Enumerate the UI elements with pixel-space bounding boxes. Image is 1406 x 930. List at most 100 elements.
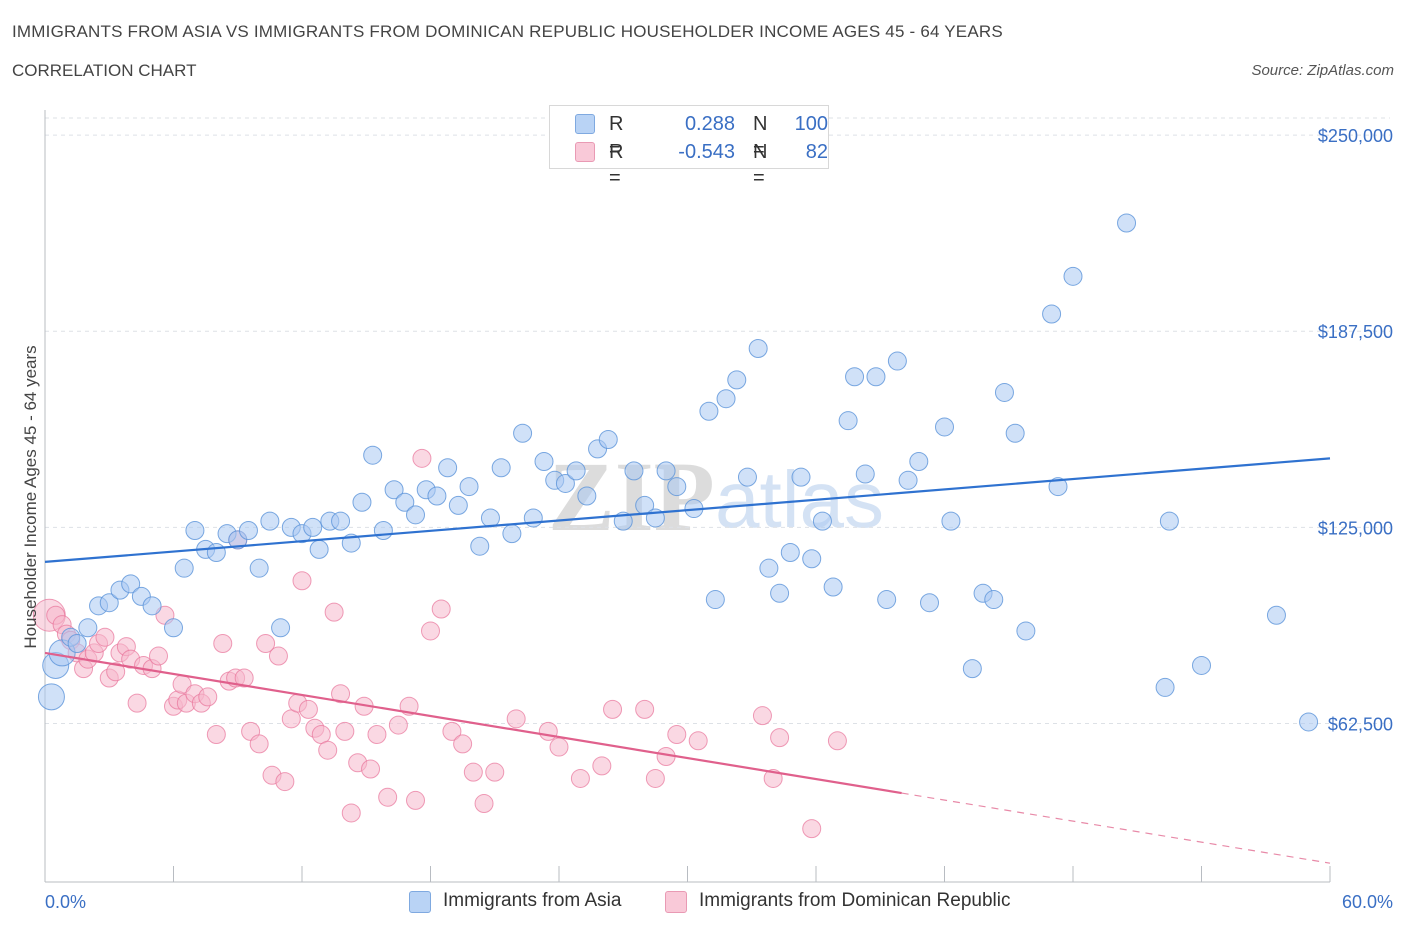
asia-point [1299,712,1319,732]
asia-point [838,411,858,431]
asia-point [780,542,800,562]
asia-point [395,492,415,512]
dr-point [645,768,665,788]
dr-point [275,772,295,792]
dr-trend-line [44,651,902,795]
dr-point [367,725,387,745]
bottom-legend-swatch-asia [409,891,431,913]
legend-r-label: R = [609,113,624,161]
dr-point [127,693,147,713]
dr-point [635,699,655,719]
legend-r-label: R = [609,141,624,189]
trend-lines [44,457,1331,864]
dr-point [506,709,526,729]
asia-point [1117,213,1137,233]
asia-point [502,524,522,544]
x-tick-label: 0.0% [45,892,86,912]
asia-point [823,577,843,597]
asia-point [249,558,269,578]
legend-r-value: 0.288 [684,113,735,135]
asia-point [67,633,87,653]
asia-point [523,508,543,528]
legend-swatch-asia [575,114,595,134]
y-axis-label: Householder Income Ages 45 - 64 years [21,345,40,648]
dr-point [318,740,338,760]
asia-point [909,451,929,471]
legend-r-value: -0.543 [678,141,735,163]
dr-point [256,633,276,653]
asia-point [748,339,768,359]
dr-point [827,731,847,751]
asia-point [164,618,183,638]
asia-point [667,477,687,497]
asia-point [656,461,676,481]
correlation-legend: R = 0.288 N = 100 R = -0.543 N = 82 [549,105,829,189]
dr-point [341,803,361,823]
asia-point [877,590,897,610]
asia-point [513,423,533,443]
asia-trend-line [44,457,1331,563]
dr-point [298,699,318,719]
asia-point [491,458,511,478]
asia-point [206,542,226,562]
asia-point [1155,677,1175,697]
dr-point [324,602,344,622]
legend-swatch-dr [575,142,595,162]
bottom-legend-label-dr: Immigrants from Dominican Republic [699,890,1011,911]
asia-point [142,596,162,616]
asia-point [727,370,747,390]
dr-point [378,787,398,807]
bottom-legend-label-asia: Immigrants from Asia [443,890,622,911]
dr-point [106,662,126,682]
gridlines [45,117,1390,725]
chart-subtitle: CORRELATION CHART [12,61,197,80]
asia-point [598,430,618,450]
dr-point [770,728,790,748]
dr-point [95,627,115,647]
asia-point [624,461,644,481]
chart-title: IMMIGRANTS FROM ASIA VS IMMIGRANTS FROM … [12,22,1003,41]
y-tick-label: $62,500 [1328,715,1393,735]
dr-point [292,571,312,591]
asia-point [238,521,258,541]
asia-point [37,683,65,711]
dr-point [406,790,426,810]
asia-point [898,470,918,490]
asia-point [935,417,954,437]
asia-point [866,367,886,387]
asia-point [260,511,280,531]
dr-trend-line-extension [901,792,1331,864]
dr-point [463,762,483,782]
watermark: ZIP atlas [548,441,884,552]
dr-point [474,794,494,814]
dr-point [603,699,623,719]
dr-point [802,819,822,839]
dr-point [198,687,218,707]
dr-point [412,448,432,468]
asia-point [699,401,719,421]
asia-point [802,549,822,569]
dr-point [206,725,226,745]
asia-point [705,590,725,610]
asia-point [1016,621,1036,641]
asia-point [855,464,875,484]
dr-point [361,759,381,779]
dr-point [149,646,169,666]
asia-point [534,451,554,471]
asia-point [1042,304,1062,324]
asia-point [984,590,1004,610]
legend-n-value: 82 [805,141,828,163]
watermark-zip: ZIP [548,441,715,552]
asia-point [309,539,329,559]
dr-point [549,737,569,757]
asia-point [791,467,811,487]
asia-point [1063,266,1083,286]
y-tick-label: $250,000 [1318,126,1393,146]
dr-point [331,684,351,704]
asia-point [373,521,393,541]
source-label: Source: ZipAtlas.com [1251,62,1394,79]
asia-point [566,461,586,481]
asia-point [887,351,907,371]
asia-point [99,593,119,613]
bottom-legend-swatch-dr [665,891,687,913]
